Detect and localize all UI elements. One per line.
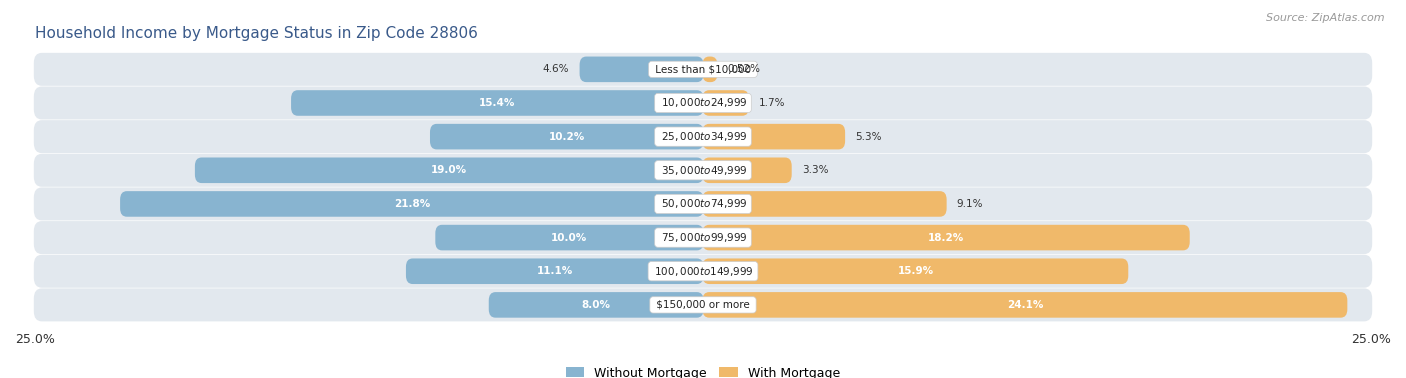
FancyBboxPatch shape bbox=[34, 154, 1372, 187]
Text: 3.3%: 3.3% bbox=[801, 165, 828, 175]
FancyBboxPatch shape bbox=[34, 53, 1372, 86]
Text: 15.4%: 15.4% bbox=[479, 98, 516, 108]
Text: 0.52%: 0.52% bbox=[727, 64, 761, 74]
FancyBboxPatch shape bbox=[34, 255, 1372, 288]
FancyBboxPatch shape bbox=[703, 158, 792, 183]
FancyBboxPatch shape bbox=[489, 292, 703, 318]
FancyBboxPatch shape bbox=[406, 259, 703, 284]
FancyBboxPatch shape bbox=[195, 158, 703, 183]
FancyBboxPatch shape bbox=[579, 57, 703, 82]
FancyBboxPatch shape bbox=[703, 292, 1347, 318]
Text: 10.2%: 10.2% bbox=[548, 132, 585, 142]
Text: 4.6%: 4.6% bbox=[543, 64, 569, 74]
Text: Source: ZipAtlas.com: Source: ZipAtlas.com bbox=[1267, 13, 1385, 23]
Text: Household Income by Mortgage Status in Zip Code 28806: Household Income by Mortgage Status in Z… bbox=[35, 26, 478, 41]
FancyBboxPatch shape bbox=[703, 191, 946, 217]
Text: 19.0%: 19.0% bbox=[432, 165, 467, 175]
Text: 10.0%: 10.0% bbox=[551, 232, 588, 243]
Text: 18.2%: 18.2% bbox=[928, 232, 965, 243]
Text: $35,000 to $49,999: $35,000 to $49,999 bbox=[658, 164, 748, 177]
FancyBboxPatch shape bbox=[34, 87, 1372, 119]
Text: Less than $10,000: Less than $10,000 bbox=[652, 64, 754, 74]
FancyBboxPatch shape bbox=[430, 124, 703, 149]
Text: $100,000 to $149,999: $100,000 to $149,999 bbox=[651, 265, 755, 278]
Text: $75,000 to $99,999: $75,000 to $99,999 bbox=[658, 231, 748, 244]
Text: 8.0%: 8.0% bbox=[582, 300, 610, 310]
FancyBboxPatch shape bbox=[291, 90, 703, 116]
Text: 9.1%: 9.1% bbox=[956, 199, 983, 209]
FancyBboxPatch shape bbox=[120, 191, 703, 217]
FancyBboxPatch shape bbox=[436, 225, 703, 250]
Text: $10,000 to $24,999: $10,000 to $24,999 bbox=[658, 96, 748, 110]
FancyBboxPatch shape bbox=[703, 259, 1128, 284]
Text: 15.9%: 15.9% bbox=[897, 266, 934, 276]
Text: 5.3%: 5.3% bbox=[855, 132, 882, 142]
Text: $150,000 or more: $150,000 or more bbox=[652, 300, 754, 310]
FancyBboxPatch shape bbox=[34, 187, 1372, 220]
Text: 11.1%: 11.1% bbox=[537, 266, 572, 276]
FancyBboxPatch shape bbox=[34, 120, 1372, 153]
FancyBboxPatch shape bbox=[703, 57, 717, 82]
FancyBboxPatch shape bbox=[34, 288, 1372, 321]
Text: $50,000 to $74,999: $50,000 to $74,999 bbox=[658, 197, 748, 211]
FancyBboxPatch shape bbox=[34, 221, 1372, 254]
Text: 21.8%: 21.8% bbox=[394, 199, 430, 209]
Text: 1.7%: 1.7% bbox=[759, 98, 786, 108]
FancyBboxPatch shape bbox=[703, 124, 845, 149]
FancyBboxPatch shape bbox=[703, 90, 749, 116]
Text: 24.1%: 24.1% bbox=[1007, 300, 1043, 310]
FancyBboxPatch shape bbox=[703, 225, 1189, 250]
Text: $25,000 to $34,999: $25,000 to $34,999 bbox=[658, 130, 748, 143]
Legend: Without Mortgage, With Mortgage: Without Mortgage, With Mortgage bbox=[565, 367, 841, 378]
